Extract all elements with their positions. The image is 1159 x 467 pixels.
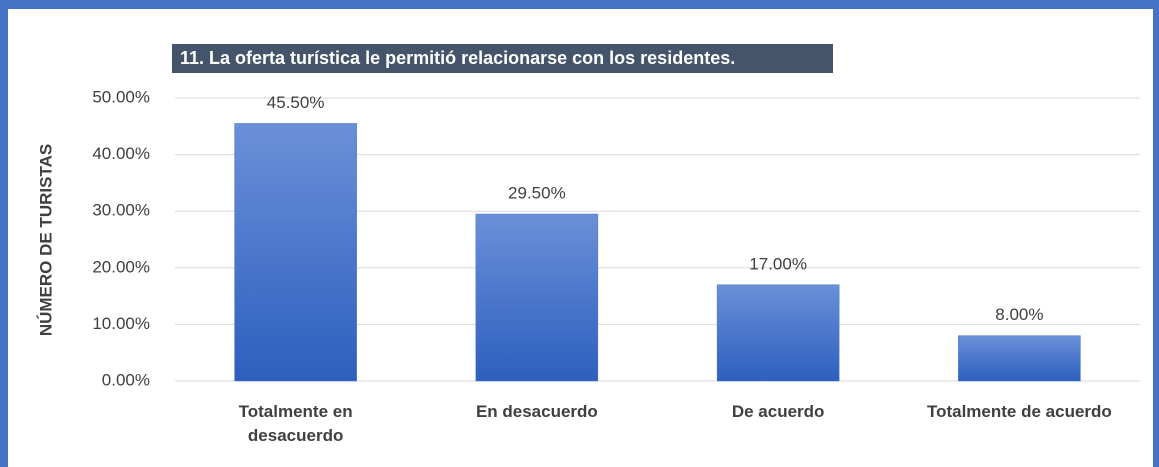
y-tick-label: 50.00% [92,87,150,106]
x-tick-label: De acuerdo [731,402,825,421]
frame-left [0,0,8,467]
bar [234,123,357,382]
x-tick-label: En desacuerdo [475,402,598,421]
x-tick-label-box: Totalmente en desacuerdo [238,402,353,445]
x-tick-label: Totalmente de acuerdo [926,402,1112,421]
data-label: 29.50% [508,184,566,203]
x-tick-label-box: Totalmente de acuerdo [926,402,1112,421]
frame-right [1153,0,1159,467]
title-box [172,44,833,73]
frame-top [0,0,1159,9]
y-tick-label: 40.00% [92,144,150,163]
chart-title: 11. La oferta turística le permitió rela… [180,48,735,68]
x-tick-label-box: De acuerdo [731,402,825,421]
y-tick-label: 10.00% [92,314,150,333]
y-axis-label: NÚMERO DE TURISTAS [36,144,55,336]
x-tick-label-box: En desacuerdo [475,402,598,421]
y-tick-label: 30.00% [92,201,150,220]
data-label: 8.00% [995,305,1043,324]
bar [958,335,1081,382]
x-tick-label: Totalmente en desacuerdo [238,402,353,445]
data-label: 45.50% [267,93,325,112]
bar [716,284,840,382]
y-tick-label: 0.00% [102,370,150,389]
data-label: 17.00% [749,254,807,273]
bar [475,213,599,382]
y-tick-label: 20.00% [92,257,150,276]
